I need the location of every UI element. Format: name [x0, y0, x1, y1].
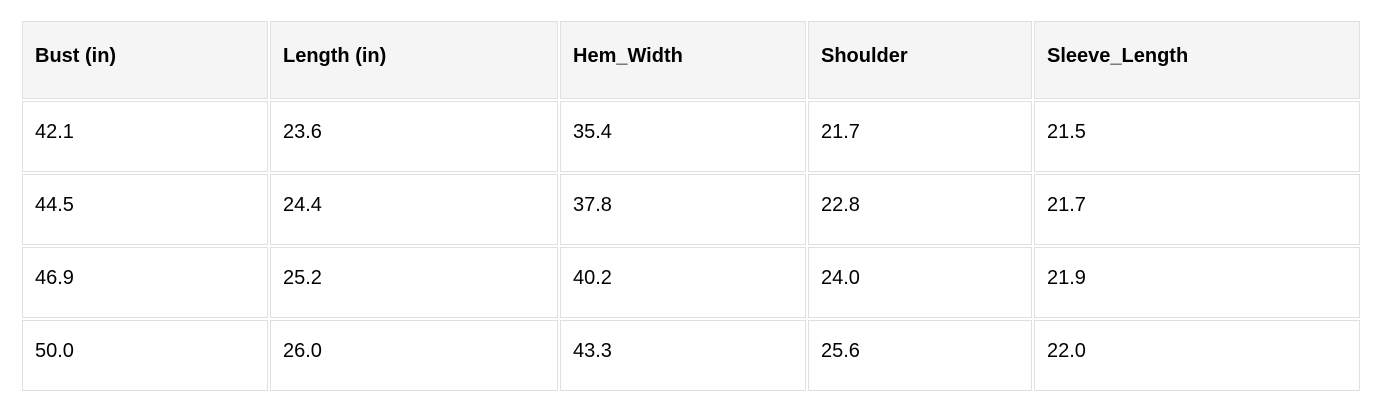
table-cell: 25.2: [270, 247, 558, 318]
table-header: Bust (in) Length (in) Hem_Width Shoulder Sle…: [22, 21, 1360, 99]
size-chart-table: Bust (in) Length (in) Hem_Width Shoulder Sle…: [20, 19, 1362, 393]
column-header: Hem_Width: [560, 21, 806, 99]
column-header: Bust (in): [22, 21, 268, 99]
table-cell: 21.5: [1034, 101, 1360, 172]
column-header: Shoulder: [808, 21, 1032, 99]
table-cell: 23.6: [270, 101, 558, 172]
table-row: 50.0 26.0 43.3 25.6 22.0: [22, 320, 1360, 391]
table-cell: 44.5: [22, 174, 268, 245]
table-cell: 46.9: [22, 247, 268, 318]
table-cell: 40.2: [560, 247, 806, 318]
column-header: Length (in): [270, 21, 558, 99]
table-cell: 22.8: [808, 174, 1032, 245]
table-cell: 50.0: [22, 320, 268, 391]
table-body: 42.1 23.6 35.4 21.7 21.5 44.5 24.4 37.8 22.8 21.7…: [22, 101, 1360, 391]
table-cell: 24.4: [270, 174, 558, 245]
header-row: Bust (in) Length (in) Hem_Width Shoulder Sle…: [22, 21, 1360, 99]
table-row: 46.9 25.2 40.2 24.0 21.9: [22, 247, 1360, 318]
table-row: 42.1 23.6 35.4 21.7 21.5: [22, 101, 1360, 172]
table-cell: 25.6: [808, 320, 1032, 391]
column-header: Sleeve_Length: [1034, 21, 1360, 99]
table-cell: 37.8: [560, 174, 806, 245]
table-cell: 26.0: [270, 320, 558, 391]
table-row: 44.5 24.4 37.8 22.8 21.7: [22, 174, 1360, 245]
table-cell: 35.4: [560, 101, 806, 172]
table-cell: 42.1: [22, 101, 268, 172]
table-cell: 43.3: [560, 320, 806, 391]
table-cell: 21.7: [1034, 174, 1360, 245]
table-cell: 24.0: [808, 247, 1032, 318]
table-cell: 21.7: [808, 101, 1032, 172]
table-cell: 21.9: [1034, 247, 1360, 318]
table-cell: 22.0: [1034, 320, 1360, 391]
